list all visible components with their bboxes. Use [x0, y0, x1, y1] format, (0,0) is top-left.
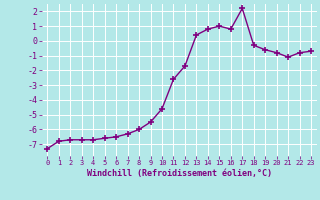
- X-axis label: Windchill (Refroidissement éolien,°C): Windchill (Refroidissement éolien,°C): [87, 169, 272, 178]
